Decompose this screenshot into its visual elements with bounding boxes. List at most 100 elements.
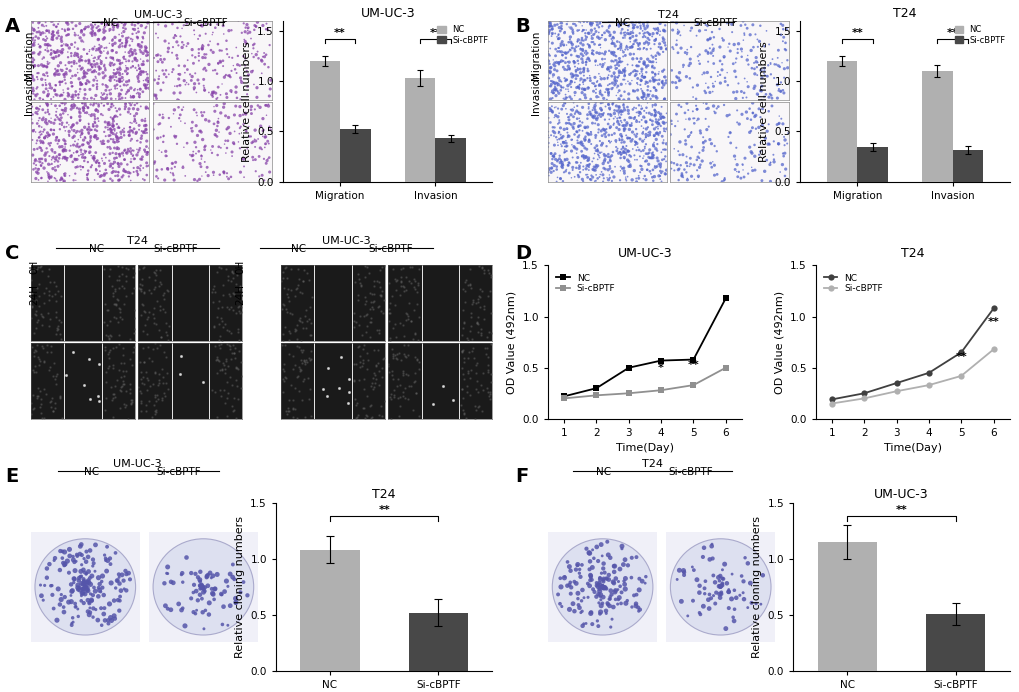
- Point: [775, 63, 792, 74]
- Point: [628, 35, 644, 46]
- Point: [358, 410, 374, 421]
- Point: [772, 77, 789, 88]
- Point: [66, 100, 83, 111]
- Point: [230, 334, 247, 345]
- Point: [106, 111, 122, 122]
- Point: [624, 41, 640, 52]
- Point: [138, 82, 154, 93]
- Point: [553, 24, 570, 35]
- Point: [355, 403, 371, 414]
- Point: [606, 47, 623, 58]
- Point: [98, 555, 114, 566]
- Point: [704, 156, 720, 167]
- Point: [614, 64, 631, 75]
- Point: [461, 279, 477, 290]
- Point: [646, 171, 662, 182]
- Point: [359, 262, 375, 273]
- Point: [108, 127, 124, 138]
- Point: [90, 16, 106, 27]
- Point: [572, 17, 588, 28]
- Point: [214, 301, 230, 312]
- Point: [28, 89, 44, 100]
- Point: [460, 346, 476, 357]
- Point: [607, 100, 624, 111]
- Point: [633, 164, 649, 175]
- Point: [106, 120, 122, 131]
- Point: [304, 291, 320, 302]
- Point: [648, 138, 664, 149]
- Point: [56, 74, 72, 85]
- Point: [141, 76, 157, 87]
- Point: [574, 125, 590, 136]
- Point: [47, 80, 63, 91]
- Point: [643, 31, 659, 42]
- Point: [166, 174, 182, 185]
- Point: [206, 322, 222, 333]
- Point: [590, 127, 606, 138]
- Point: [30, 68, 46, 79]
- Point: [629, 84, 645, 95]
- Point: [204, 583, 220, 594]
- Point: [77, 100, 94, 111]
- Point: [74, 583, 91, 594]
- Point: [33, 136, 49, 147]
- Point: [253, 120, 269, 131]
- Point: [214, 336, 230, 347]
- Point: [616, 144, 633, 155]
- Point: [52, 109, 68, 120]
- Point: [553, 161, 570, 172]
- Point: [96, 264, 112, 275]
- Point: [115, 52, 131, 63]
- Point: [776, 134, 793, 145]
- Point: [612, 67, 629, 78]
- Point: [97, 298, 113, 309]
- Point: [51, 16, 67, 27]
- Point: [462, 372, 478, 383]
- Point: [595, 93, 611, 104]
- Point: [111, 62, 127, 73]
- Point: [115, 150, 131, 161]
- Point: [35, 138, 51, 149]
- Point: [121, 334, 138, 345]
- Point: [562, 588, 579, 599]
- Point: [569, 152, 585, 163]
- Point: [91, 64, 107, 75]
- Point: [697, 576, 713, 587]
- Point: [186, 82, 203, 93]
- Point: [71, 60, 88, 71]
- Point: [76, 147, 93, 158]
- Point: [28, 31, 44, 42]
- Point: [85, 612, 101, 623]
- Point: [101, 130, 117, 141]
- Point: [568, 82, 584, 93]
- Point: [138, 400, 154, 411]
- Point: [281, 406, 298, 417]
- Point: [128, 31, 145, 42]
- Point: [551, 573, 568, 584]
- Point: [200, 569, 216, 580]
- Point: [52, 159, 68, 170]
- Point: [172, 116, 189, 127]
- Point: [695, 543, 711, 554]
- Point: [75, 102, 92, 113]
- Point: [692, 127, 708, 138]
- Point: [586, 72, 602, 83]
- Point: [153, 279, 169, 290]
- Point: [669, 116, 686, 127]
- Point: [566, 43, 582, 54]
- Point: [257, 100, 273, 111]
- Point: [371, 410, 387, 421]
- Point: [235, 161, 252, 172]
- Point: [677, 138, 693, 149]
- Point: [620, 21, 636, 32]
- Point: [235, 576, 252, 588]
- Point: [170, 69, 186, 80]
- Point: [713, 59, 730, 70]
- Point: [635, 44, 651, 55]
- Point: [755, 68, 771, 79]
- Point: [584, 111, 600, 122]
- Point: [580, 98, 596, 109]
- Point: [72, 79, 89, 90]
- Point: [48, 47, 64, 58]
- Point: [411, 363, 427, 374]
